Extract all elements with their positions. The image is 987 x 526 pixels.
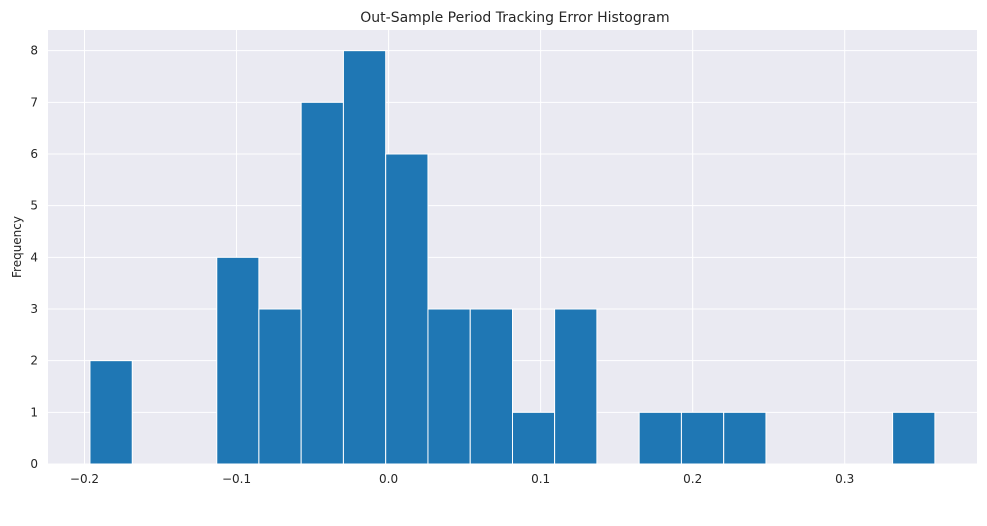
y-tick-label: 4 [30,250,38,264]
histogram-bar [554,308,598,465]
histogram-bar [512,411,556,465]
y-axis-ticks: 0 1 2 3 4 5 6 7 8 [30,44,38,471]
histogram-bar [469,308,513,465]
x-axis-ticks: −0.2 −0.1 0.0 0.1 0.2 0.3 [70,472,854,486]
histogram-bar [342,50,387,465]
y-tick-label: 2 [30,354,38,368]
x-tick-label: 0.2 [683,472,702,486]
y-tick-label: 0 [30,457,38,471]
histogram-bar [892,411,936,465]
y-axis-label: Frequency [10,216,24,278]
chart-title: Out-Sample Period Tracking Error Histogr… [360,10,669,26]
y-tick-label: 3 [30,302,38,316]
histogram-bars [89,50,936,465]
histogram-bar [300,101,344,465]
x-tick-label: −0.1 [222,472,251,486]
y-tick-label: 7 [30,95,38,109]
y-tick-label: 5 [30,199,38,213]
histogram-bar [680,411,725,465]
histogram-bar [427,308,471,465]
y-tick-label: 8 [30,44,38,58]
x-tick-label: −0.2 [70,472,99,486]
y-tick-label: 6 [30,147,38,161]
x-tick-label: 0.1 [531,472,550,486]
histogram-bar [89,360,133,465]
histogram-bar [258,308,302,465]
histogram-bar [385,153,429,465]
x-tick-label: 0.0 [379,472,398,486]
histogram-bar [723,411,767,465]
y-tick-label: 1 [30,405,38,419]
histogram-bar [216,256,260,465]
histogram-bar [638,411,682,465]
x-tick-label: 0.3 [835,472,854,486]
